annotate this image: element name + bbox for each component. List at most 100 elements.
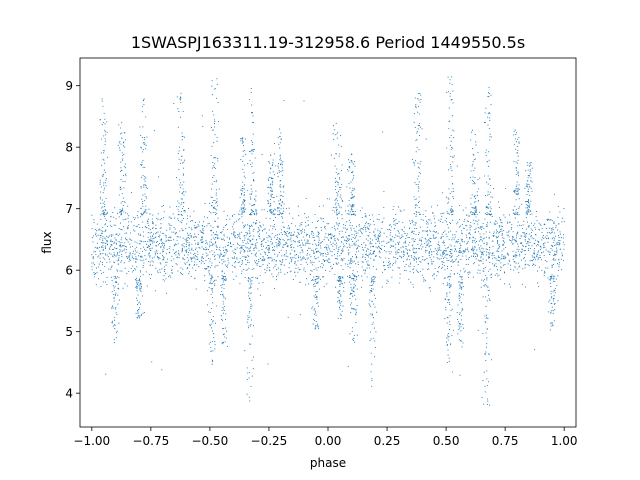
data-point	[313, 252, 316, 254]
data-point	[411, 221, 413, 223]
data-point	[343, 290, 345, 292]
data-point	[190, 275, 192, 277]
data-point	[245, 231, 247, 233]
data-point	[170, 225, 172, 227]
data-point	[322, 255, 324, 257]
data-point	[551, 232, 553, 234]
data-point	[177, 218, 179, 220]
data-point	[104, 248, 107, 250]
data-point	[273, 201, 275, 203]
data-point	[400, 256, 402, 258]
data-point	[187, 234, 189, 236]
data-point	[209, 325, 211, 327]
data-point	[420, 239, 423, 241]
data-point	[474, 158, 476, 160]
data-point	[315, 226, 317, 229]
data-point	[301, 228, 304, 230]
data-point	[295, 264, 297, 266]
data-point	[161, 268, 163, 270]
data-point	[393, 256, 395, 258]
data-point	[475, 141, 477, 143]
data-point	[221, 274, 223, 277]
data-point	[104, 131, 106, 133]
data-point	[417, 186, 419, 188]
data-point	[337, 276, 339, 278]
data-point	[205, 242, 207, 245]
data-point	[430, 230, 432, 232]
data-point	[179, 191, 181, 193]
data-point	[249, 278, 251, 280]
data-point	[473, 262, 476, 264]
data-point	[551, 238, 553, 240]
data-point	[349, 298, 351, 300]
data-point	[234, 262, 236, 264]
data-point	[122, 154, 124, 157]
data-point	[372, 322, 374, 324]
data-point	[250, 209, 252, 211]
data-point	[443, 251, 445, 253]
data-point	[279, 239, 281, 241]
data-point	[488, 127, 490, 130]
data-point	[335, 262, 337, 264]
data-point	[134, 258, 136, 260]
data-point	[109, 246, 111, 248]
data-point	[389, 224, 391, 226]
data-point	[347, 254, 349, 256]
data-point	[225, 249, 227, 251]
data-point	[121, 255, 123, 257]
data-point	[399, 267, 401, 269]
data-point	[185, 251, 188, 253]
data-point	[317, 305, 320, 307]
data-point	[149, 277, 152, 279]
data-point	[117, 212, 119, 214]
data-point	[513, 269, 515, 271]
data-point	[141, 256, 143, 258]
data-point	[161, 205, 163, 208]
data-point	[101, 262, 103, 264]
data-point	[372, 337, 374, 339]
data-point	[161, 255, 164, 257]
data-point	[134, 241, 136, 243]
data-point	[533, 238, 535, 240]
data-point	[247, 259, 249, 261]
data-point	[103, 159, 105, 161]
data-point	[183, 181, 185, 183]
data-point	[317, 250, 319, 252]
data-point	[132, 253, 134, 255]
data-point	[165, 278, 167, 280]
data-point	[274, 217, 276, 219]
data-point	[137, 311, 139, 313]
data-point	[556, 249, 558, 251]
data-point	[547, 232, 549, 234]
data-point	[485, 152, 487, 154]
data-point	[519, 242, 522, 245]
data-point	[442, 263, 444, 265]
data-point	[517, 193, 519, 195]
data-point	[474, 246, 476, 249]
data-point	[454, 248, 456, 250]
data-point	[542, 251, 544, 253]
data-point	[513, 160, 515, 163]
data-point	[440, 267, 443, 269]
data-point	[285, 250, 287, 252]
data-point	[182, 257, 184, 259]
data-point	[251, 238, 254, 240]
data-point	[171, 272, 173, 274]
data-point	[336, 200, 338, 202]
data-point	[289, 213, 291, 215]
data-point	[359, 235, 361, 238]
data-point	[414, 227, 416, 229]
data-point	[462, 342, 464, 344]
data-point	[315, 267, 317, 269]
data-point	[501, 222, 503, 224]
data-point	[194, 261, 196, 263]
data-point	[187, 236, 190, 239]
data-point	[141, 151, 144, 153]
data-point	[252, 172, 254, 175]
data-point	[450, 208, 452, 211]
data-point	[428, 240, 430, 242]
data-point	[197, 242, 199, 244]
data-point	[139, 280, 141, 282]
data-point	[279, 242, 281, 244]
data-point	[253, 268, 255, 270]
